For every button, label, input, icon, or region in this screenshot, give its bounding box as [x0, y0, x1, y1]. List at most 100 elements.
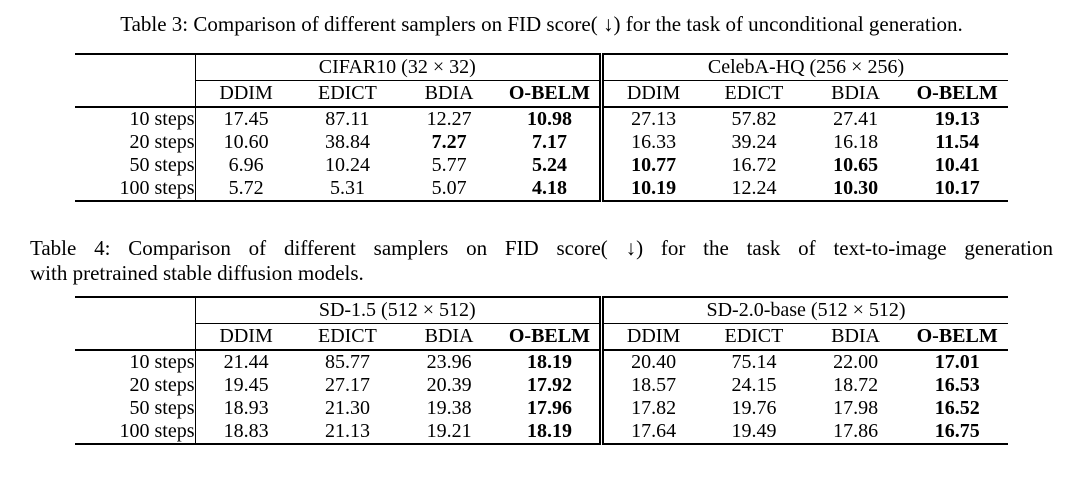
column-header: DDIM [194, 80, 297, 108]
fid-value: 17.45 [194, 107, 297, 131]
fid-value: 18.57 [599, 374, 704, 397]
table-row: 20 steps 19.45 27.17 20.39 17.92 18.57 2… [75, 374, 1008, 397]
fid-value: 4.18 [499, 177, 602, 202]
fid-value: 16.33 [599, 131, 704, 154]
column-header: BDIA [398, 323, 500, 351]
table4-caption: Table 4: Comparison of different sampler… [30, 236, 1053, 286]
fid-value: 17.64 [599, 420, 704, 445]
table-row: 10 steps 21.44 85.77 23.96 18.19 20.40 7… [75, 350, 1008, 374]
empty-corner-cell [75, 80, 195, 108]
empty-corner-cell [75, 53, 195, 81]
fid-value: 16.53 [934, 374, 980, 396]
fid-value: 5.77 [431, 154, 467, 176]
fid-value: 21.30 [324, 397, 370, 419]
empty-corner-cell [75, 296, 195, 324]
fid-value: 18.72 [833, 374, 879, 396]
fid-value: 16.18 [833, 131, 879, 153]
fid-value: 16.75 [906, 420, 1008, 445]
table4-fid-text-to-image: SD-1.5 (512 × 512) SD-2.0-base (512 × 51… [75, 296, 1008, 445]
fid-value: 18.19 [526, 351, 572, 373]
fid-value: 21.44 [194, 350, 297, 374]
column-header: BDIA [804, 80, 907, 108]
fid-value: 23.96 [426, 351, 472, 373]
table4-group2-label: SD-2.0-base (512 × 512) [599, 296, 1008, 324]
fid-value: 19.45 [194, 374, 297, 397]
fid-value: 6.96 [194, 154, 297, 177]
column-header: BDIA [398, 80, 500, 108]
fid-value: 27.13 [599, 107, 704, 131]
column-header: O-BELM [499, 80, 602, 108]
fid-value: 22.00 [833, 351, 879, 373]
fid-value: 75.14 [731, 351, 777, 373]
fid-value: 11.54 [935, 131, 980, 153]
fid-value: 16.52 [934, 397, 980, 419]
column-header: DDIM [599, 80, 704, 108]
table-row: 20 steps 10.60 38.84 7.27 7.17 16.33 39.… [75, 131, 1008, 154]
fid-value: 17.96 [526, 397, 572, 419]
fid-value: 85.77 [324, 351, 370, 373]
fid-value: 17.86 [804, 420, 907, 445]
table4-caption-line1: Table 4: Comparison of different sampler… [30, 236, 1053, 260]
fid-value: 10.17 [906, 177, 1008, 202]
fid-value: 17.98 [833, 397, 879, 419]
fid-value: 19.49 [703, 420, 805, 445]
fid-value: 10.98 [526, 108, 572, 130]
fid-value: 12.27 [426, 108, 472, 130]
table-row: 10 steps 17.45 87.11 12.27 10.98 27.13 5… [75, 107, 1008, 131]
fid-value: 7.27 [431, 131, 467, 153]
spacer [30, 202, 1053, 236]
fid-value: 10.60 [194, 131, 297, 154]
column-header: EDICT [296, 323, 399, 351]
column-header: O-BELM [906, 80, 1008, 108]
fid-value: 38.84 [324, 131, 370, 153]
fid-value: 27.17 [324, 374, 370, 396]
table4-column-header-row: DDIM EDICT BDIA O-BELM DDIM EDICT BDIA O… [75, 323, 1008, 351]
fid-value: 16.72 [731, 154, 777, 176]
page-content: Table 3: Comparison of different sampler… [30, 12, 1053, 445]
fid-value: 39.24 [731, 131, 777, 153]
table3-group-header-row: CIFAR10 (32 × 32) CelebA-HQ (256 × 256) [75, 53, 1008, 81]
fid-value: 19.21 [398, 420, 500, 445]
fid-value: 10.65 [833, 154, 879, 176]
fid-value: 20.39 [426, 374, 472, 396]
column-header: O-BELM [499, 323, 602, 351]
table3-column-header-row: DDIM EDICT BDIA O-BELM DDIM EDICT BDIA O… [75, 80, 1008, 108]
fid-value: 10.41 [934, 154, 980, 176]
row-label: 100 steps [75, 177, 195, 202]
fid-value: 17.92 [526, 374, 572, 396]
table-row: 100 steps 5.72 5.31 5.07 4.18 10.19 12.2… [75, 177, 1008, 202]
fid-value: 10.30 [804, 177, 907, 202]
table-row: 50 steps 6.96 10.24 5.77 5.24 10.77 16.7… [75, 154, 1008, 177]
fid-value: 17.01 [934, 351, 980, 373]
table4-group1-label: SD-1.5 (512 × 512) [194, 296, 602, 324]
fid-value: 5.24 [531, 154, 567, 176]
table3-fid-unconditional: CIFAR10 (32 × 32) CelebA-HQ (256 × 256) … [75, 53, 1008, 202]
fid-value: 18.83 [194, 420, 297, 445]
table4-caption-line2: with pretrained stable diffusion models. [30, 261, 364, 285]
row-label: 20 steps [129, 374, 195, 396]
fid-value: 24.15 [731, 374, 777, 396]
fid-value: 10.77 [599, 154, 704, 177]
fid-value: 7.17 [531, 131, 567, 153]
table4-group-header-row: SD-1.5 (512 × 512) SD-2.0-base (512 × 51… [75, 296, 1008, 324]
row-label: 10 steps [129, 351, 195, 373]
column-header: EDICT [703, 80, 805, 108]
table3-group1-label: CIFAR10 (32 × 32) [194, 53, 602, 81]
row-label: 20 steps [129, 131, 195, 153]
fid-value: 19.76 [731, 397, 777, 419]
column-header: O-BELM [906, 323, 1008, 351]
row-label: 10 steps [129, 108, 195, 130]
fid-value: 18.93 [194, 397, 297, 420]
column-header: BDIA [804, 323, 907, 351]
fid-value: 10.19 [599, 177, 704, 202]
table-row: 100 steps 18.83 21.13 19.21 18.19 17.64 … [75, 420, 1008, 445]
fid-value: 57.82 [731, 108, 777, 130]
column-header: EDICT [296, 80, 399, 108]
fid-value: 18.19 [499, 420, 602, 445]
table3-caption: Table 3: Comparison of different sampler… [120, 12, 963, 36]
column-header: EDICT [703, 323, 805, 351]
fid-value: 10.24 [324, 154, 370, 176]
fid-value: 27.41 [833, 108, 879, 130]
fid-value: 17.82 [599, 397, 704, 420]
fid-value: 21.13 [296, 420, 399, 445]
